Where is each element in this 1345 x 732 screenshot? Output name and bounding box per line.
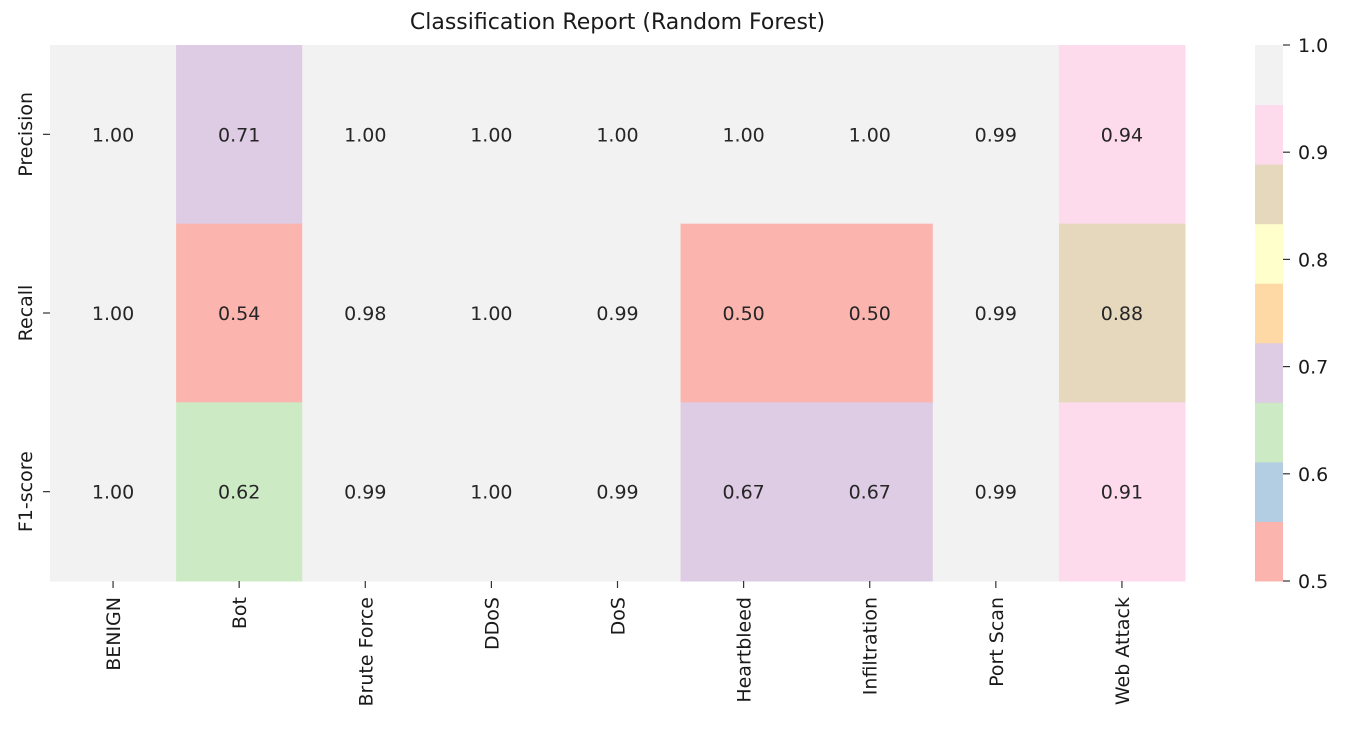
cell-value-label: 0.99 <box>344 482 386 504</box>
colorbar-segment <box>1255 342 1283 403</box>
colorbar-segment <box>1255 104 1283 165</box>
cell-value-label: 1.00 <box>849 124 891 146</box>
cell-value-label: 0.67 <box>849 482 891 504</box>
heatmap-cell-precision-bot <box>176 45 303 225</box>
colorbar-segment <box>1255 521 1283 582</box>
heatmap-cell-f1-score-port-scan <box>932 402 1060 582</box>
heatmap-cell-f1-score-heartbleed <box>680 402 808 582</box>
heatmap-cell-precision-ddos <box>428 45 555 225</box>
cell-value-label: 0.99 <box>975 124 1017 146</box>
heatmap-cell-f1-score-infiltration <box>806 402 934 582</box>
heatmap-cell-f1-score-dos <box>554 402 682 582</box>
cell-value-label: 1.00 <box>596 124 638 146</box>
cell-value-label: 0.67 <box>722 482 764 504</box>
cell-value-label: 0.50 <box>722 303 764 325</box>
cell-value-label: 1.00 <box>722 124 764 146</box>
colorbar-segment <box>1255 45 1283 106</box>
x-tick-label-bot: Bot <box>229 597 251 629</box>
heatmap-cell-precision-benign <box>50 45 177 225</box>
x-tick-label-ddos: DDoS <box>481 597 503 650</box>
cell-value-label: 0.99 <box>596 482 638 504</box>
cell-value-label: 0.94 <box>1101 124 1143 146</box>
heatmap-cell-f1-score-bot <box>176 402 303 582</box>
y-tick-label-f1-score: F1-score <box>15 451 37 532</box>
cell-value-label: 0.50 <box>849 303 891 325</box>
x-tick-label-brute-force: Brute Force <box>355 597 377 706</box>
heatmap-cell-recall-heartbleed <box>680 223 808 403</box>
cell-value-label: 1.00 <box>470 482 512 504</box>
cell-value-label: 0.99 <box>975 482 1017 504</box>
y-tick-label-recall: Recall <box>15 285 37 342</box>
cell-value-label: 1.00 <box>92 124 134 146</box>
colorbar: 0.5 0.6 0.7 0.8 0.9 1.0 <box>1255 35 1328 593</box>
heatmap-cell-f1-score-ddos <box>428 402 555 582</box>
colorbar-tick-label: 0.8 <box>1298 249 1328 271</box>
cell-value-label: 0.99 <box>596 303 638 325</box>
heatmap-cell-recall-bot <box>176 223 303 403</box>
cell-value-label: 1.00 <box>470 303 512 325</box>
heatmap-cell-recall-benign <box>50 223 177 403</box>
cell-value-label: 0.62 <box>218 482 260 504</box>
heatmap-cell-precision-heartbleed <box>680 45 808 225</box>
heatmap-cell-f1-score-web-attack <box>1058 402 1186 582</box>
heatmap-cell-recall-ddos <box>428 223 555 403</box>
heatmap-cell-precision-brute-force <box>302 45 429 225</box>
colorbar-segment <box>1255 283 1283 344</box>
x-tick-label-dos: DoS <box>608 597 630 635</box>
x-tick-label-port-scan: Port Scan <box>986 597 1008 687</box>
colorbar-tick-label: 0.5 <box>1298 571 1328 593</box>
x-tick-label-benign: BENIGN <box>103 597 125 671</box>
heatmap-cell-f1-score-benign <box>50 402 177 582</box>
cell-value-label: 1.00 <box>92 482 134 504</box>
heatmap-cell-precision-web-attack <box>1058 45 1186 225</box>
cell-value-label: 0.71 <box>218 124 260 146</box>
x-tick-label-heartbleed: Heartbleed <box>734 597 756 703</box>
cell-value-label: 0.91 <box>1101 482 1143 504</box>
colorbar-segment <box>1255 402 1283 463</box>
chart-title: Classification Report (Random Forest) <box>409 10 826 35</box>
colorbar-segment <box>1255 164 1283 225</box>
cell-value-label: 1.00 <box>344 124 386 146</box>
colorbar-segment <box>1255 223 1283 284</box>
colorbar-tick-label: 0.7 <box>1298 357 1328 379</box>
x-tick-label-infiltration: Infiltration <box>860 597 882 695</box>
colorbar-segment <box>1255 461 1283 522</box>
heatmap-cell-recall-brute-force <box>302 223 429 403</box>
y-tick-label-precision: Precision <box>15 92 37 177</box>
x-tick-label-web-attack: Web Attack <box>1112 597 1134 705</box>
cell-value-label: 1.00 <box>92 303 134 325</box>
colorbar-tick-label: 0.9 <box>1298 142 1328 164</box>
heatmap-cell-recall-dos <box>554 223 682 403</box>
heatmap-cell-recall-web-attack <box>1058 223 1186 403</box>
heatmap-cell-precision-infiltration <box>806 45 934 225</box>
cell-value-label: 1.00 <box>470 124 512 146</box>
colorbar-tick-label: 0.6 <box>1298 464 1328 486</box>
heatmap-cell-precision-dos <box>554 45 682 225</box>
heatmap-cells: 1.00 0.71 1.00 1.00 1.00 1.00 1.00 0.99 0.94 1.00… <box>50 45 1186 582</box>
colorbar-tick-label: 1.0 <box>1298 35 1328 57</box>
cell-value-label: 0.98 <box>344 303 386 325</box>
heatmap-cell-recall-infiltration <box>806 223 934 403</box>
heatmap-cell-f1-score-brute-force <box>302 402 429 582</box>
heatmap-cell-precision-port-scan <box>932 45 1060 225</box>
cell-value-label: 0.99 <box>975 303 1017 325</box>
heatmap-cell-recall-port-scan <box>932 223 1060 403</box>
cell-value-label: 0.54 <box>218 303 260 325</box>
cell-value-label: 0.88 <box>1101 303 1143 325</box>
